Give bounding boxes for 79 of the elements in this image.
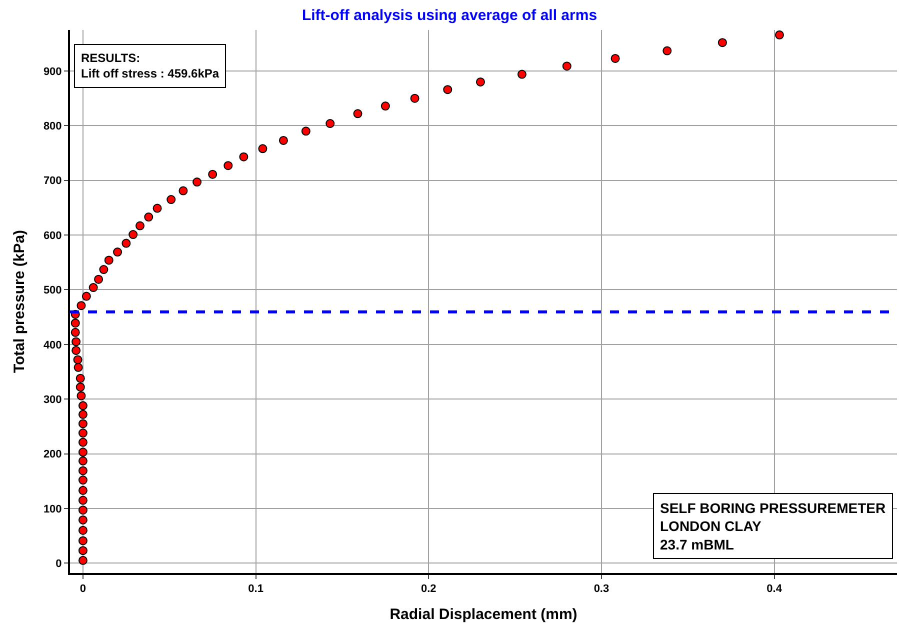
point — [82, 292, 91, 301]
y-tick-label: 700 — [43, 175, 62, 188]
point — [70, 328, 80, 337]
point — [78, 438, 88, 447]
point — [104, 256, 114, 265]
x-tick-label: 0 — [80, 583, 86, 596]
x-tick-label: 0.3 — [594, 583, 610, 596]
x-tick-label: 0.4 — [766, 583, 783, 596]
point — [144, 212, 154, 222]
point — [610, 54, 620, 63]
point — [278, 136, 288, 145]
annotation: SELF BORING PRESSUREMETER LONDON CLAY 23.7 mBML — [660, 500, 886, 552]
point — [78, 526, 88, 535]
point — [78, 536, 88, 546]
point — [78, 401, 88, 410]
point — [122, 238, 131, 248]
point — [72, 346, 81, 355]
point — [258, 144, 268, 154]
y-tick-label: 600 — [43, 230, 62, 242]
point — [78, 515, 88, 524]
chart-title: Lift-off analysis using average of all arms — [302, 6, 598, 24]
point — [662, 46, 672, 56]
annotation: RESULTS: Lift off stress : 459.6kPa — [81, 51, 220, 81]
y-tick-label: 800 — [43, 120, 62, 133]
point — [72, 337, 81, 346]
y-tick-label: 0 — [56, 558, 62, 570]
point — [78, 496, 88, 505]
point — [76, 391, 86, 400]
y-tick-label: 900 — [43, 66, 62, 78]
x-axis-title: Radial Displacement (mm) — [390, 606, 578, 623]
point — [70, 318, 80, 328]
point — [326, 119, 335, 128]
point — [224, 161, 233, 170]
y-tick-label: 100 — [43, 503, 62, 516]
point — [78, 546, 88, 556]
point — [517, 70, 526, 79]
x-tick-label: 0.2 — [420, 583, 436, 596]
point — [192, 178, 202, 187]
point — [78, 410, 88, 419]
point — [78, 476, 88, 485]
point — [128, 230, 138, 240]
point — [178, 186, 188, 196]
point — [78, 448, 88, 457]
point — [99, 265, 108, 274]
point — [73, 355, 82, 364]
point — [208, 170, 218, 179]
point — [78, 556, 88, 565]
point — [774, 30, 784, 40]
point — [152, 204, 162, 213]
point — [76, 382, 85, 392]
point — [562, 62, 572, 71]
y-tick-label: 400 — [43, 339, 62, 352]
point — [353, 109, 362, 118]
point — [88, 283, 98, 292]
point — [166, 195, 176, 204]
point — [476, 77, 485, 86]
point — [301, 126, 310, 136]
point — [443, 85, 452, 94]
y-axis-title: Total pressure (kPa) — [11, 230, 28, 374]
point — [78, 506, 88, 515]
y-tick-label: 300 — [43, 394, 62, 406]
point — [78, 419, 88, 428]
point — [76, 301, 86, 310]
x-tick-label: 0.1 — [248, 583, 264, 596]
point — [94, 274, 104, 284]
point — [410, 94, 420, 103]
point — [74, 362, 83, 372]
y-tick-label: 500 — [43, 284, 62, 297]
point — [239, 152, 248, 162]
point — [78, 486, 88, 495]
y-tick-label: 200 — [43, 448, 62, 461]
point — [78, 466, 88, 476]
point — [78, 456, 88, 466]
point — [718, 38, 727, 48]
point — [76, 374, 85, 383]
point — [380, 102, 390, 111]
point — [136, 221, 144, 230]
point — [113, 248, 122, 257]
point — [78, 428, 88, 438]
